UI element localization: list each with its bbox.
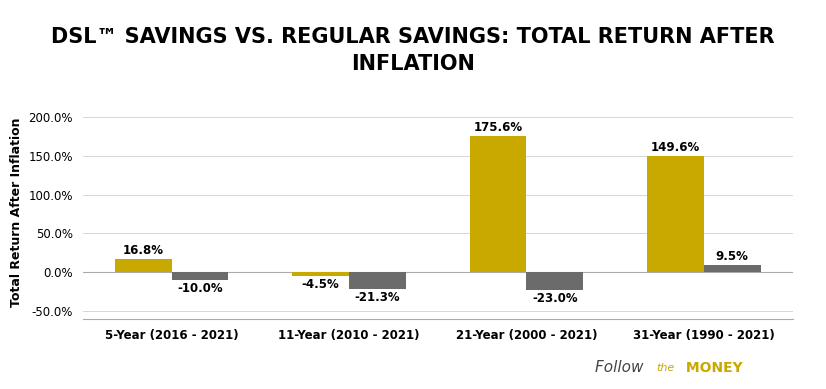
Text: MONEY: MONEY [681,361,743,375]
Bar [292,272,349,276]
Text: Follow: Follow [595,360,648,375]
Text: 149.6%: 149.6% [651,141,700,154]
Text: -23.0%: -23.0% [532,292,577,305]
Text: -21.3%: -21.3% [354,291,401,304]
Text: -4.5%: -4.5% [301,278,339,291]
Bar [647,156,704,272]
Bar [172,272,229,280]
Text: 16.8%: 16.8% [123,244,164,257]
Text: 175.6%: 175.6% [473,121,523,134]
Bar [704,265,761,272]
Bar [349,272,406,289]
Text: DSL™ SAVINGS VS. REGULAR SAVINGS: TOTAL RETURN AFTER
INFLATION: DSL™ SAVINGS VS. REGULAR SAVINGS: TOTAL … [51,27,775,74]
Text: 9.5%: 9.5% [716,250,748,263]
Bar [526,272,583,290]
Bar [470,136,526,272]
Text: the: the [657,363,675,373]
Text: -10.0%: -10.0% [178,282,223,295]
Y-axis label: Total Return After Inflation: Total Return After Inflation [10,117,23,307]
Bar [115,259,172,272]
